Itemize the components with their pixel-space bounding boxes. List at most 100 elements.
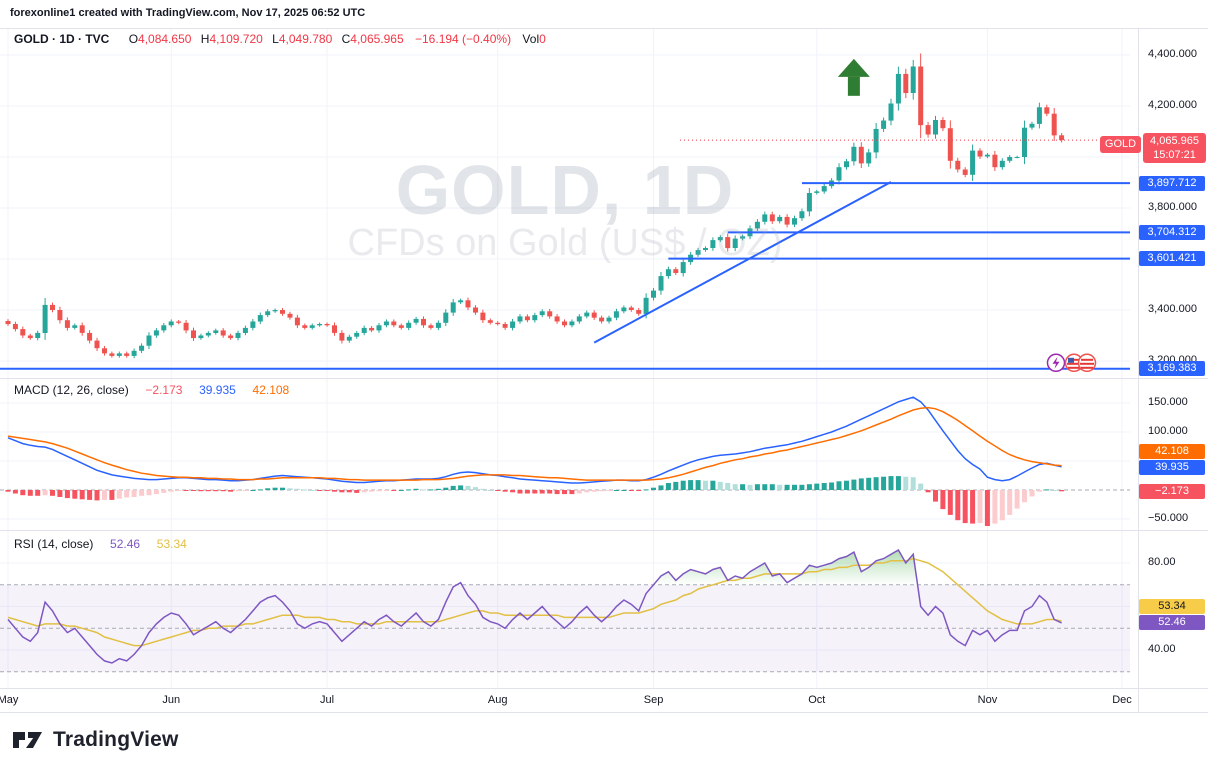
candle — [754, 221, 760, 229]
macd-hist-bar — [740, 484, 746, 490]
macd-hist-bar — [576, 490, 582, 494]
candle — [866, 152, 872, 164]
candle — [970, 150, 976, 175]
macd-hist-bar — [20, 490, 26, 496]
candle — [984, 154, 990, 157]
time-axis-month[interactable]: Dec — [1112, 694, 1132, 706]
candle — [1029, 123, 1035, 128]
candle — [391, 321, 397, 326]
candle — [903, 73, 909, 93]
macd-hist-bar — [27, 490, 33, 496]
macd-hist-bar — [146, 490, 152, 496]
macd-hist-bar — [762, 484, 768, 490]
rsi-line — [7, 548, 1062, 664]
tradingview-logo[interactable]: TradingView — [12, 728, 179, 752]
macd-hist-bar — [799, 484, 805, 490]
macd-axis-tick[interactable]: 100.000 — [1148, 425, 1188, 437]
macd-hist-bar — [858, 478, 864, 490]
macd-hist-bar — [324, 490, 330, 491]
time-axis-month[interactable]: Jul — [320, 694, 335, 706]
macd-hist-bar — [1059, 490, 1065, 492]
candle — [502, 324, 508, 328]
candle — [354, 332, 360, 337]
macd-hist-bar — [473, 487, 478, 490]
macd-axis-tick[interactable]: −50.000 — [1148, 512, 1189, 524]
price-axis-separator[interactable] — [1138, 28, 1139, 712]
macd-hist-bar — [109, 490, 115, 500]
candle — [925, 125, 931, 135]
candle — [302, 325, 308, 328]
candle — [695, 250, 701, 255]
macd-hist-bar — [873, 477, 879, 490]
candle — [27, 335, 33, 339]
rsi-legend[interactable]: RSI (14, close) 52.46 53.34 — [14, 537, 187, 551]
macd-hist-bar — [851, 479, 857, 490]
macd-hist-bar — [562, 490, 567, 495]
symbol-title[interactable]: GOLD · 1D · TVC — [14, 32, 110, 46]
candle — [613, 311, 619, 318]
economic-event-icons[interactable] — [1046, 353, 1097, 373]
macd-hist-bar — [406, 489, 412, 491]
macd-hist-bar — [361, 490, 367, 493]
candle — [562, 321, 567, 326]
macd-legend[interactable]: MACD (12, 26, close) −2.173 39.935 42.10… — [14, 383, 289, 397]
macd-hist-bar — [79, 490, 85, 500]
up-arrow-icon[interactable] — [837, 58, 870, 96]
price-axis-tick[interactable]: 3,400.000 — [1148, 303, 1197, 315]
price-macd-separator[interactable] — [0, 378, 1208, 379]
candle — [161, 325, 167, 331]
time-axis-month[interactable]: Jun — [162, 694, 181, 706]
macd-hist-bar — [391, 490, 397, 491]
macd-hist-bar — [933, 490, 938, 502]
candle — [309, 325, 315, 328]
rsi-axis-tick[interactable]: 40.00 — [1148, 643, 1176, 655]
drawing-tools[interactable] — [0, 181, 1130, 370]
candle — [1044, 107, 1050, 114]
macd-hist-bar — [235, 490, 241, 492]
candle — [168, 321, 174, 326]
candle — [42, 304, 48, 333]
candle — [406, 322, 412, 328]
time-axis-month[interactable]: Aug — [487, 694, 508, 706]
price-axis-tick[interactable]: 3,800.000 — [1148, 201, 1197, 213]
macd-axis-tick[interactable]: 150.000 — [1148, 396, 1188, 408]
candle — [139, 345, 145, 351]
tradingview-mark-icon — [13, 732, 42, 748]
macd-hist-bar — [584, 490, 590, 493]
candle — [383, 321, 389, 326]
symbol-legend[interactable]: GOLD · 1D · TVC O4,084.650 H4,109.720 L4… — [14, 32, 546, 46]
macd-hist-bar — [866, 477, 872, 490]
macd-rsi-separator[interactable] — [0, 530, 1208, 531]
macd-hist-bar — [339, 490, 345, 493]
open-value: 4,084.650 — [138, 32, 192, 46]
candle — [57, 310, 63, 321]
macd-hist-bar — [435, 488, 441, 490]
candle — [510, 321, 516, 328]
open-label: O — [128, 32, 139, 46]
candle — [235, 332, 241, 338]
candle — [569, 321, 575, 326]
rsi-axis-tick[interactable]: 80.00 — [1148, 556, 1176, 568]
macd-hist-bar — [116, 490, 122, 499]
macd-hist-bar — [428, 489, 434, 491]
macd-hist-bar — [606, 490, 612, 491]
macd-hist-bar — [695, 480, 701, 490]
close-value: 4,065.965 — [350, 32, 404, 46]
macd-hist-bar — [732, 484, 738, 490]
time-axis-month[interactable]: Sep — [643, 694, 664, 706]
candle — [205, 332, 211, 336]
volume-value: 0 — [539, 32, 546, 46]
candle — [487, 320, 493, 323]
price-axis-tick[interactable]: 4,400.000 — [1148, 48, 1197, 60]
candle — [435, 322, 441, 328]
macd-hist-bar — [940, 490, 946, 510]
macd-hist-bar — [621, 490, 627, 491]
price-axis-tick[interactable]: 4,200.000 — [1148, 99, 1197, 111]
time-axis-month[interactable]: Oct — [808, 694, 826, 706]
time-axis-month[interactable]: Nov — [977, 694, 998, 706]
candle — [658, 276, 664, 291]
time-axis-month[interactable]: May — [0, 694, 19, 706]
rsi-title: RSI (14, close) — [14, 537, 94, 551]
macd-hist-bar — [139, 490, 145, 496]
